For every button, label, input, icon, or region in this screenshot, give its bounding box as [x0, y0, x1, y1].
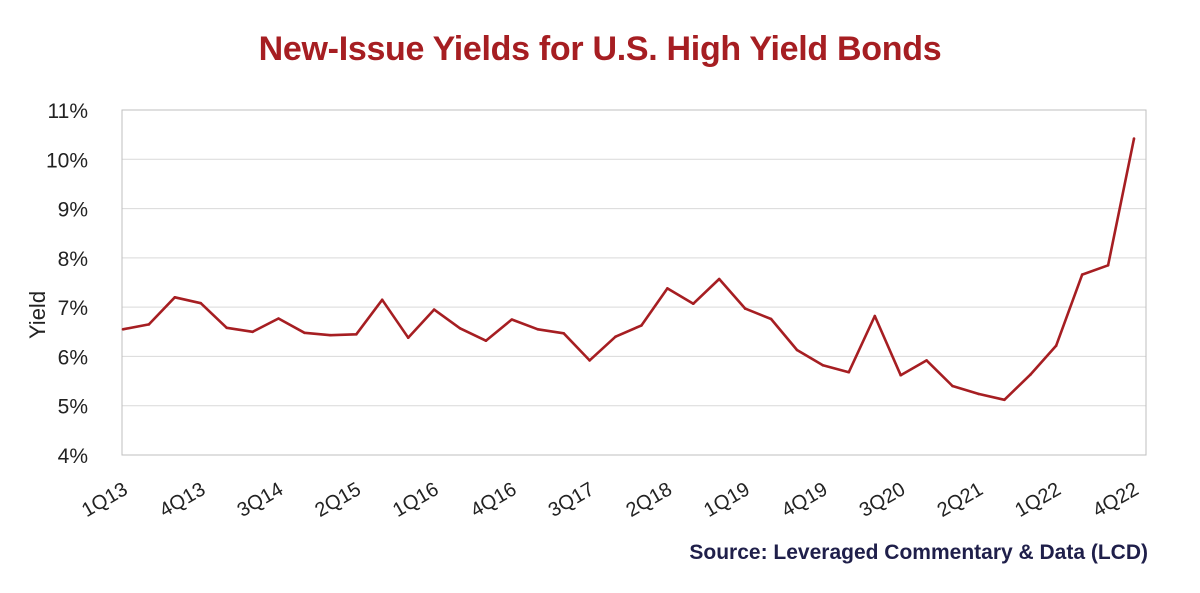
data-point: [899, 373, 902, 377]
data-point: [225, 326, 228, 330]
data-point: [873, 314, 877, 318]
data-point: [951, 384, 954, 388]
x-tick-label: 3Q17: [545, 478, 598, 522]
data-point: [666, 287, 669, 290]
y-tick-label: 9%: [58, 199, 88, 222]
y-tick-label: 7%: [58, 297, 88, 320]
x-tick-label: 4Q19: [778, 478, 831, 522]
data-point: [1080, 273, 1084, 276]
x-tick-labels: 1Q13 4Q13 3Q14 2Q15 1Q16 4Q16 3Q17 2Q18 1Q19 4Q19…: [78, 478, 1142, 522]
data-point: [121, 328, 125, 331]
y-tick-label: 8%: [58, 248, 88, 271]
data-point: [1106, 264, 1110, 267]
data-point: [1132, 137, 1136, 140]
x-tick-label: 4Q22: [1089, 478, 1142, 522]
data-point: [277, 317, 280, 320]
chart-title: New-Issue Yields for U.S. High Yield Bon…: [258, 30, 942, 68]
source-note: Source: Leveraged Commentary & Data (LCD…: [689, 541, 1148, 564]
data-point: [977, 392, 980, 396]
data-point: [847, 370, 851, 374]
x-tick-label: 4Q13: [156, 478, 209, 522]
x-tick-label: 2Q21: [934, 478, 987, 522]
data-point: [562, 332, 565, 335]
series-line: [122, 138, 1136, 402]
plot-frame: [121, 109, 1147, 456]
x-tick-label: 3Q14: [234, 478, 287, 522]
y-tick-label: 10%: [46, 149, 88, 172]
data-point: [692, 302, 695, 306]
x-tick-label: 4Q16: [467, 478, 520, 522]
data-point: [769, 317, 773, 321]
data-point: [1054, 344, 1058, 347]
x-tick-label: 1Q13: [78, 478, 131, 522]
data-point: [1003, 398, 1006, 402]
data-point: [795, 348, 799, 352]
data-point: [717, 277, 721, 281]
grid-layer: [122, 109, 1146, 456]
data-point: [640, 324, 643, 327]
x-tick-label: 1Q16: [389, 478, 442, 522]
x-tick-label: 1Q19: [700, 478, 753, 522]
data-point: [147, 323, 151, 326]
data-point: [251, 330, 254, 334]
x-tick-label: 2Q18: [623, 478, 676, 522]
data-point: [536, 328, 540, 331]
data-point: [925, 359, 928, 362]
data-point: [173, 296, 177, 299]
data-point: [588, 359, 591, 362]
data-point: [458, 327, 462, 330]
data-point: [614, 335, 617, 339]
data-point: [329, 333, 332, 337]
y-tick-label: 4%: [58, 445, 88, 468]
y-tick-label: 5%: [58, 396, 88, 419]
data-point: [510, 318, 514, 321]
data-point: [303, 331, 306, 335]
y-tick-label: 6%: [58, 346, 88, 369]
x-tick-label: 1Q22: [1011, 478, 1064, 522]
data-point: [199, 301, 203, 305]
data-point: [380, 298, 384, 302]
data-point: [432, 308, 436, 311]
x-tick-label: 2Q15: [311, 478, 364, 522]
series-layer: [121, 137, 1136, 402]
data-point: [743, 307, 747, 310]
data-point: [406, 336, 410, 340]
x-tick-label: 3Q20: [856, 478, 909, 522]
data-point: [484, 339, 488, 343]
data-point: [1029, 373, 1032, 377]
data-point: [821, 364, 825, 367]
y-axis-label: Yield: [25, 291, 50, 339]
y-tick-labels: 4% 5% 6% 7% 8% 9% 10% 11%: [46, 100, 88, 468]
y-tick-label: 11%: [48, 100, 88, 123]
data-point: [355, 333, 358, 336]
